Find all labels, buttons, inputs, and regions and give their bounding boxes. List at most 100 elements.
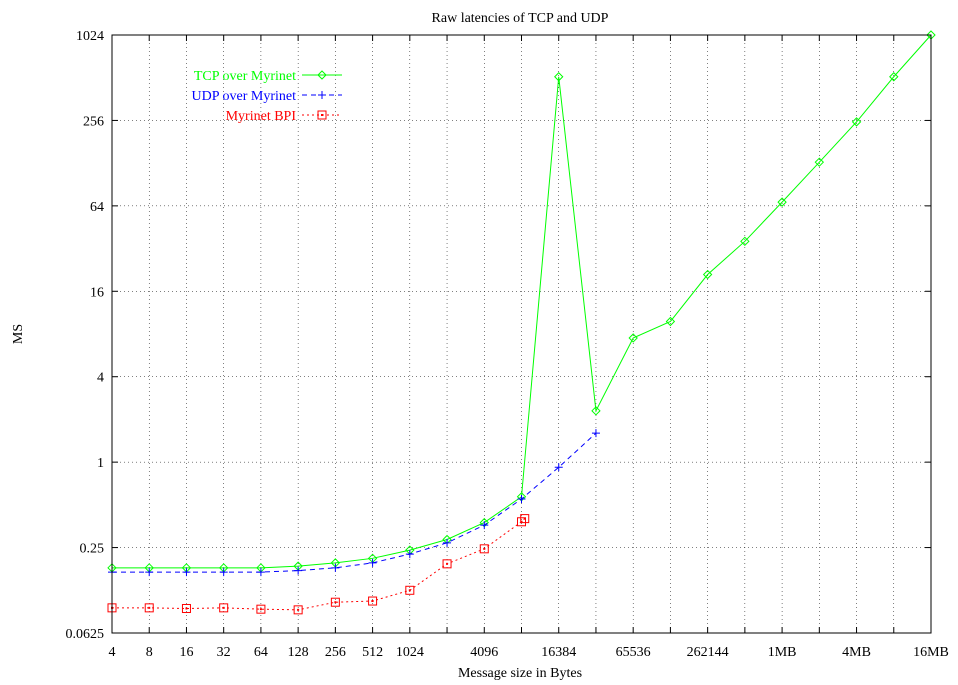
data-point-square: [479, 544, 489, 554]
x-tick-labels: 4 8 16 32 64 128 256 512 1024 4096 16384 65536 26214…: [109, 645, 949, 660]
x-tick-label: 32: [217, 645, 231, 660]
data-point: [144, 603, 154, 613]
data-point-center: [408, 589, 411, 592]
data-point-center: [334, 601, 337, 604]
x-tick-label: 65536: [616, 645, 651, 660]
data-point: [591, 406, 601, 416]
y-axis-label: MS: [11, 324, 26, 344]
y-tick-label: 0.0625: [66, 627, 105, 642]
y-tick-label: 0.25: [80, 542, 105, 557]
data-point-square: [330, 597, 340, 607]
data-point-center: [523, 517, 526, 520]
x-tick-label: 1024: [396, 645, 424, 660]
data-point: [368, 596, 378, 606]
data-point: [479, 544, 489, 554]
legend-label: TCP over Myrinet: [194, 69, 296, 84]
data-point-square: [517, 517, 526, 527]
data-point-center: [148, 606, 151, 609]
data-point: [256, 568, 265, 577]
data-point: [480, 521, 489, 530]
legend-label: Myrinet BPI: [226, 109, 297, 124]
y-tick-label: 1024: [76, 29, 104, 44]
data-point-square: [181, 604, 191, 614]
x-axis-label: Message size in Bytes: [458, 666, 582, 681]
data-point: [182, 568, 191, 577]
x-tick-label: 4: [109, 645, 116, 660]
data-point-square: [256, 604, 266, 614]
data-point: [889, 72, 899, 82]
x-tick-label: 1MB: [768, 645, 797, 660]
x-tick-label: 262144: [687, 645, 729, 660]
data-point: [219, 603, 229, 613]
data-point-center: [297, 608, 300, 611]
x-tick-label: 16MB: [913, 645, 949, 660]
data-point-square: [405, 585, 415, 595]
legend: TCP over Myrinet UDP over Myrinet Myrinet …: [192, 69, 342, 124]
data-point: [740, 236, 750, 247]
data-point: [591, 429, 600, 438]
data-point-center: [371, 600, 374, 603]
x-tick-label: 64: [254, 645, 268, 660]
chart-title: Raw latencies of TCP and UDP: [432, 11, 609, 26]
data-point: [520, 514, 530, 524]
data-point: [330, 597, 340, 607]
data-point: [628, 333, 638, 343]
x-tick-label: 256: [325, 645, 346, 660]
data-point: [368, 558, 377, 567]
data-point: [293, 605, 303, 615]
data-point-center: [321, 114, 323, 116]
series-line: [112, 432, 597, 573]
y-tick-label: 16: [90, 285, 104, 300]
data-point: [317, 110, 327, 120]
y-tick-label: 256: [83, 114, 104, 129]
x-tick-label: 16384: [541, 645, 576, 660]
data-point: [219, 568, 228, 577]
data-point: [554, 72, 564, 82]
y-tick-label: 4: [97, 371, 104, 386]
data-point-square: [293, 605, 303, 615]
data-point: [517, 494, 526, 503]
legend-label: UDP over Myrinet: [192, 89, 297, 104]
y-tick-label: 64: [90, 200, 104, 215]
x-tick-label: 4MB: [842, 645, 871, 660]
data-point: [443, 538, 452, 547]
data-point: [405, 585, 415, 595]
data-point-square: [317, 110, 327, 120]
data-point: [851, 117, 862, 127]
data-point: [442, 559, 452, 569]
data-point: [665, 316, 676, 327]
x-tick-label: 128: [288, 645, 309, 660]
data-point: [294, 566, 303, 575]
grid-lines: [112, 35, 931, 633]
y-tick-labels: 0.0625 0.25 1 4 16 64 256 1024: [66, 29, 105, 642]
data-point: [777, 197, 787, 207]
y-tick-label: 1: [97, 456, 104, 471]
x-tick-label: 512: [362, 645, 383, 660]
data-point-center: [259, 608, 262, 611]
data-point-center: [446, 562, 449, 565]
data-point: [181, 604, 191, 614]
x-tick-label: 4096: [470, 645, 498, 660]
data-point: [405, 550, 414, 559]
data-point-square: [219, 603, 229, 613]
data-point: [317, 70, 327, 80]
data-point: [517, 517, 526, 527]
series-udp-over-myrinet: [108, 429, 600, 577]
data-point: [318, 91, 326, 99]
data-point-square: [144, 603, 154, 613]
data-point: [702, 269, 713, 280]
data-point: [331, 563, 340, 572]
data-point-square: [520, 514, 530, 524]
data-point-square: [368, 596, 378, 606]
data-point-center: [483, 547, 486, 550]
axis-ticks: [111, 34, 932, 634]
data-point: [814, 157, 825, 167]
data-point: [256, 604, 266, 614]
data-point-center: [222, 606, 225, 609]
data-point: [554, 463, 563, 472]
data-point-center: [520, 520, 523, 523]
x-tick-label: 16: [179, 645, 193, 660]
series-layer: [107, 30, 936, 615]
x-tick-label: 8: [146, 645, 153, 660]
